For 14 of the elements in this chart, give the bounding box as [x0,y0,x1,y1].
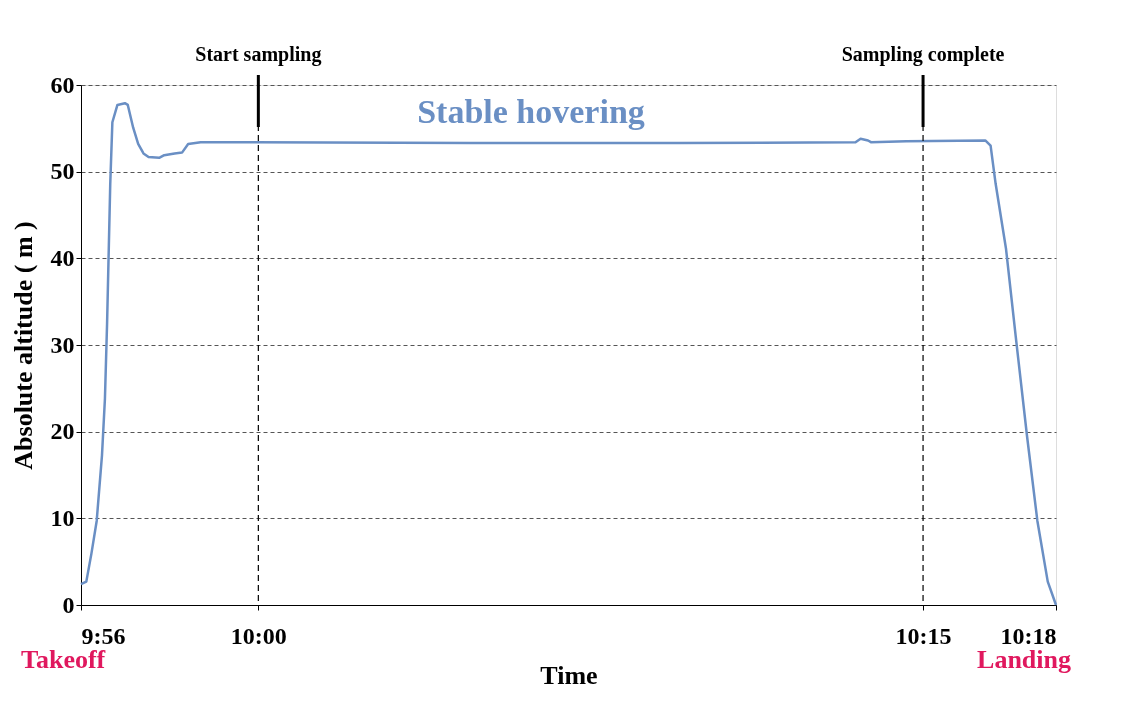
x-axis-title: Time [540,660,598,690]
ref-line-label: Sampling complete [841,43,1005,66]
y-tick-label: 60 [50,71,75,98]
y-axis-title: Absolute altitude ( m ) [8,221,38,470]
y-tick-label: 0 [62,591,75,618]
ref-line-label: Start sampling [195,43,322,66]
y-tick-label: 20 [50,418,75,445]
y-tick-label: 50 [50,158,75,185]
y-tick-label: 30 [50,331,75,358]
annotation: Stable hovering [417,93,645,130]
x-tick-label: 10:15 [895,622,952,649]
x-tick-label: 10:00 [230,622,287,649]
y-tick-label: 40 [50,244,75,271]
y-tick-label: 10 [50,504,75,531]
